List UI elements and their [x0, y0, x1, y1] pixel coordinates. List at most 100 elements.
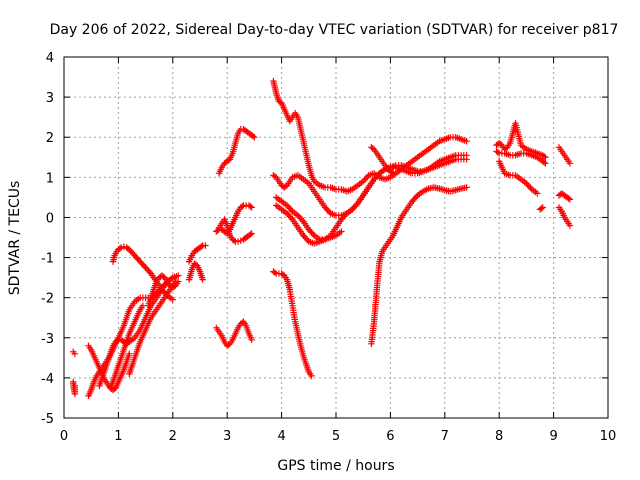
- data-point: [527, 184, 534, 192]
- data-point: [162, 291, 170, 298]
- data-point: [539, 204, 546, 211]
- series-trace-27: [555, 144, 574, 167]
- series-trace-14: [215, 216, 255, 245]
- data-point: [324, 207, 331, 214]
- y-tick-label: -1: [41, 252, 54, 267]
- data-point: [230, 237, 238, 244]
- data-point: [71, 382, 79, 390]
- series-trace-28: [555, 190, 574, 203]
- data-point: [309, 230, 317, 238]
- series-trace-24: [493, 148, 549, 167]
- data-point: [248, 204, 255, 211]
- data-point: [542, 154, 549, 161]
- data-point: [175, 272, 182, 279]
- x-axis-title: GPS time / hours: [277, 458, 394, 474]
- y-tick-label: 3: [46, 91, 54, 106]
- data-point: [198, 243, 205, 250]
- series-trace-9: [145, 272, 182, 309]
- y-tick-label: 2: [46, 131, 54, 146]
- data-point: [308, 372, 315, 380]
- data-point: [463, 138, 470, 145]
- y-tick-label: 4: [46, 51, 54, 66]
- series-trace-8: [109, 243, 176, 303]
- data-point: [161, 289, 168, 296]
- x-tick-label: 2: [169, 429, 177, 444]
- data-point: [540, 159, 548, 166]
- y-axis-title: SDTVAR / TECUs: [7, 181, 23, 296]
- series-trace-25: [496, 158, 541, 197]
- y-tick-label: 0: [46, 211, 54, 226]
- data-point: [463, 184, 470, 191]
- data-point: [120, 243, 127, 250]
- y-tick-label: -2: [41, 292, 54, 307]
- data-point: [494, 149, 501, 156]
- y-tick-label: -4: [41, 372, 54, 387]
- data-point: [375, 171, 382, 178]
- data-point: [338, 228, 345, 235]
- x-tick-label: 8: [495, 429, 503, 444]
- data-point: [283, 210, 291, 217]
- x-tick-label: 4: [277, 429, 285, 444]
- data-point: [127, 247, 134, 255]
- axis-ticks: [63, 56, 609, 419]
- data-point: [249, 133, 257, 140]
- data-point: [413, 193, 420, 201]
- y-tick-label: -3: [41, 332, 54, 347]
- data-point: [542, 160, 549, 167]
- data-point: [251, 134, 258, 141]
- data-point: [353, 201, 360, 209]
- data-point: [463, 152, 470, 159]
- data-point: [169, 296, 176, 303]
- x-tick-labels: 0 1 2 3 4 5 6 7 8 9 10: [60, 429, 616, 444]
- data-point: [566, 222, 574, 229]
- data-point: [134, 255, 141, 262]
- data-point: [283, 202, 291, 209]
- y-tick-labels: 4 3 2 1 0 -1 -2 -3 -4 -5: [41, 51, 54, 427]
- series-trace-23: [493, 120, 549, 161]
- data-point: [175, 278, 182, 285]
- data-point: [566, 160, 574, 167]
- data-point: [214, 227, 221, 234]
- data-point: [199, 276, 206, 283]
- series-trace-13: [213, 202, 255, 237]
- x-tick-label: 0: [60, 429, 68, 444]
- data-point: [247, 203, 254, 210]
- data-point: [351, 203, 359, 210]
- x-tick-label: 3: [223, 429, 231, 444]
- data-point: [139, 302, 147, 309]
- data-point: [116, 245, 123, 252]
- data-point: [565, 195, 572, 202]
- y-tick-label: 1: [46, 171, 54, 186]
- data-point: [287, 206, 295, 214]
- data-point: [113, 337, 121, 344]
- x-tick-label: 7: [441, 429, 449, 444]
- data-point: [388, 169, 395, 176]
- series-trace-19: [273, 202, 345, 247]
- series-trace-1: [70, 348, 79, 357]
- series-trace-20: [270, 268, 315, 380]
- series-trace-11: [185, 260, 206, 283]
- x-tick-label: 1: [114, 429, 122, 444]
- data-point: [247, 231, 254, 238]
- series-trace-26: [536, 204, 546, 213]
- data-point: [202, 242, 209, 249]
- data-point: [538, 205, 545, 212]
- data-point: [540, 153, 548, 160]
- data-point: [566, 196, 574, 203]
- data-point: [372, 174, 379, 181]
- data-point: [298, 216, 306, 224]
- series-trace-21: [368, 184, 470, 347]
- data-point: [534, 190, 541, 197]
- x-tick-label: 6: [386, 429, 394, 444]
- chart-title: Day 206 of 2022, Sidereal Day-to-day VTE…: [50, 22, 619, 38]
- series-trace-16: [270, 77, 470, 195]
- data-markers: [70, 77, 574, 400]
- data-point: [146, 268, 153, 276]
- data-point: [271, 269, 278, 276]
- data-point: [389, 170, 397, 177]
- data-point: [71, 350, 79, 357]
- data-point: [342, 211, 349, 219]
- data-point: [248, 336, 255, 343]
